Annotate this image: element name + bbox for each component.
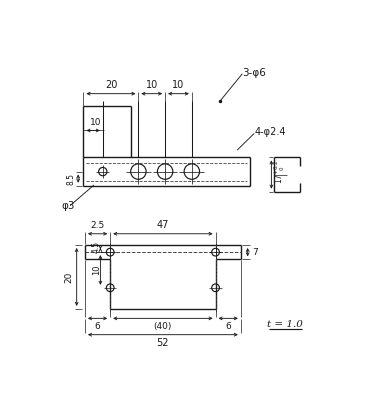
Text: $17^{+0.2}_{\ \ 0}$: $17^{+0.2}_{\ \ 0}$	[273, 160, 288, 184]
Text: 10: 10	[146, 80, 158, 90]
Text: 20: 20	[64, 271, 73, 283]
Text: 10: 10	[90, 118, 102, 127]
Text: 52: 52	[157, 338, 169, 348]
Text: 8.5: 8.5	[67, 173, 75, 185]
Text: φ3: φ3	[61, 202, 75, 212]
Text: 6: 6	[225, 322, 231, 331]
Text: 10: 10	[172, 80, 185, 90]
Text: 4.5: 4.5	[92, 241, 101, 253]
Text: 47: 47	[157, 220, 169, 230]
Text: 2.5: 2.5	[90, 221, 105, 230]
Text: t = 1.0: t = 1.0	[267, 320, 303, 329]
Text: 3-φ6: 3-φ6	[242, 68, 266, 78]
Text: 6: 6	[95, 322, 100, 331]
Text: (40): (40)	[154, 322, 172, 331]
Text: 10: 10	[92, 265, 101, 275]
Text: 4-φ2.4: 4-φ2.4	[254, 127, 286, 137]
Text: 7: 7	[252, 248, 258, 257]
Text: 20: 20	[105, 80, 117, 90]
